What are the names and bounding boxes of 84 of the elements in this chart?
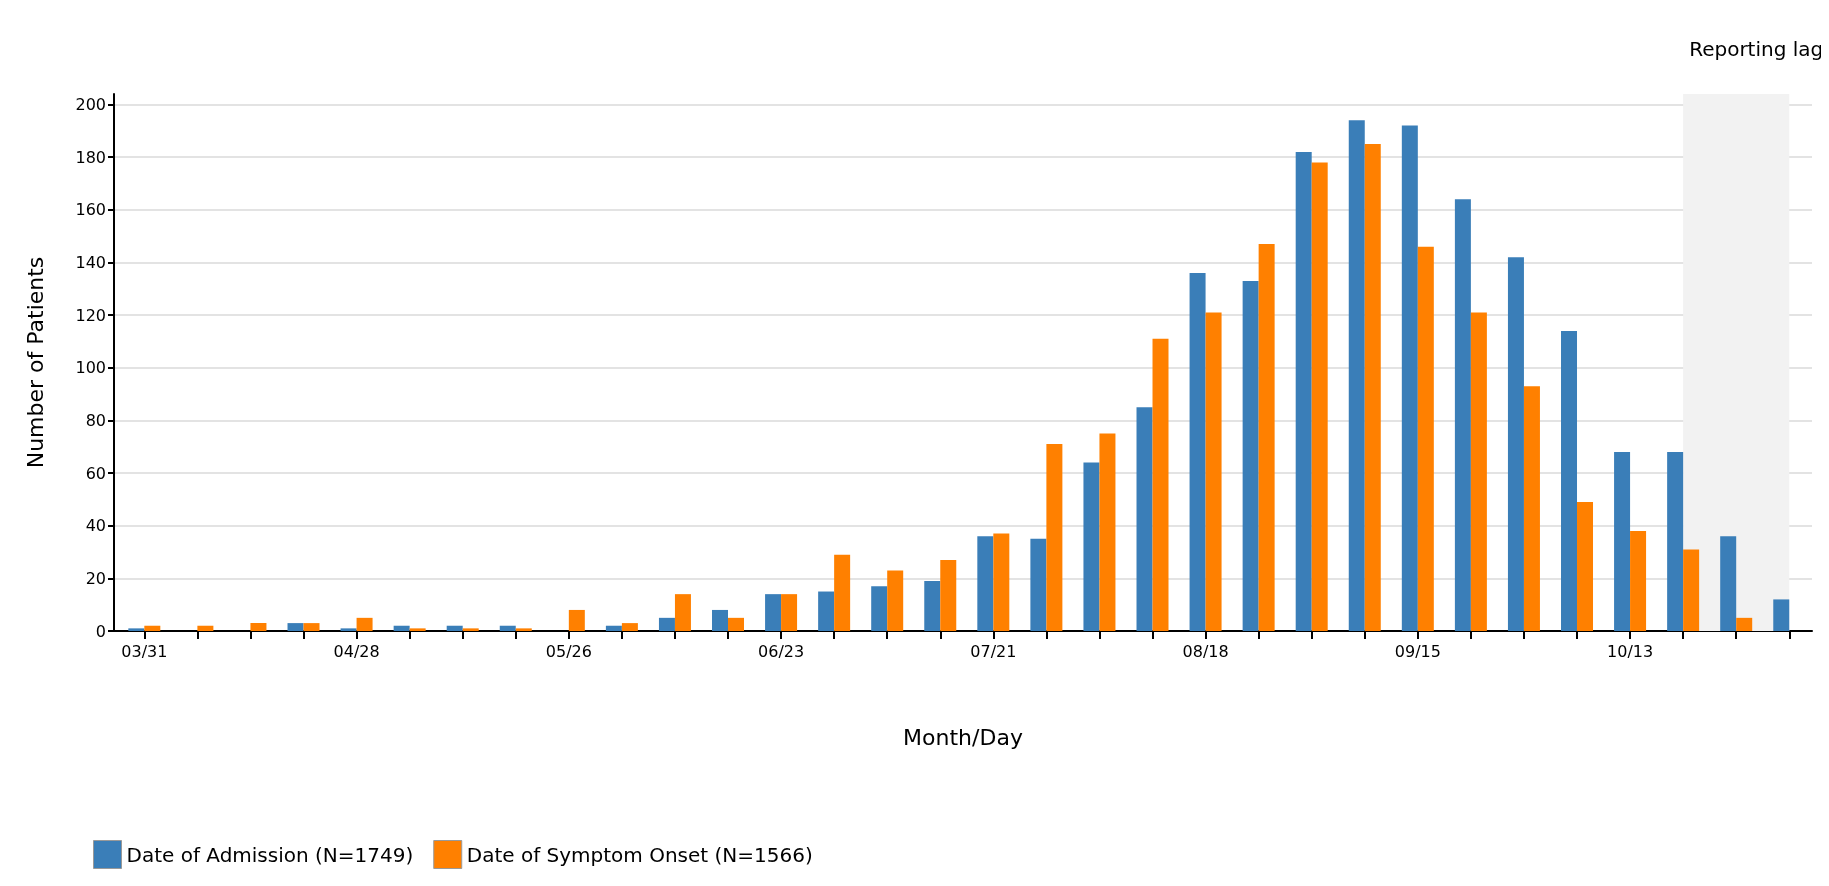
bar xyxy=(1454,199,1471,631)
legend-label: Date of Symptom Onset (N=1566) xyxy=(466,842,813,867)
bar xyxy=(674,594,691,631)
bar xyxy=(197,625,214,631)
bar xyxy=(1136,407,1153,631)
bar xyxy=(977,536,994,631)
bar xyxy=(1364,144,1381,631)
bar xyxy=(1417,246,1434,631)
bar xyxy=(446,625,463,631)
x-axis-title: Month/Day xyxy=(903,724,1023,750)
y-axis-title: Number of Patients xyxy=(22,256,48,469)
bar xyxy=(1667,452,1684,631)
bar xyxy=(658,617,675,631)
x-tick-label: 09/15 xyxy=(1394,641,1441,661)
bar xyxy=(1561,330,1578,631)
bar xyxy=(340,628,357,631)
y-tick-label: 40 xyxy=(85,516,106,536)
bar xyxy=(1311,162,1328,631)
bar xyxy=(462,628,479,631)
bar xyxy=(128,628,145,631)
bar xyxy=(712,609,729,631)
bar xyxy=(1736,617,1753,631)
legend-label: Date of Admission (N=1749) xyxy=(126,842,414,867)
bar xyxy=(1295,151,1312,631)
y-tick-label: 0 xyxy=(95,621,106,641)
bar xyxy=(1242,280,1259,631)
bar xyxy=(287,623,304,631)
bar xyxy=(1030,538,1047,631)
y-tick-label: 80 xyxy=(85,410,106,430)
x-tick-label: 07/21 xyxy=(970,641,1017,661)
y-tick-label: 140 xyxy=(75,252,106,272)
bar xyxy=(993,533,1010,631)
y-tick-label: 100 xyxy=(75,358,106,378)
y-tick-label: 60 xyxy=(85,463,106,483)
x-tick-label: 03/31 xyxy=(121,641,168,661)
bar xyxy=(250,623,267,631)
y-tick-label: 200 xyxy=(75,95,106,115)
bar xyxy=(1720,536,1737,631)
bar xyxy=(1205,312,1222,631)
bar xyxy=(1470,312,1487,631)
bar xyxy=(393,625,410,631)
bar xyxy=(499,625,516,631)
bar xyxy=(1614,452,1631,631)
x-tick-label: 08/18 xyxy=(1182,641,1229,661)
bar xyxy=(409,628,426,631)
bar xyxy=(1152,338,1169,631)
y-tick-label: 20 xyxy=(85,568,106,588)
bar xyxy=(568,609,585,631)
x-tick-label: 04/28 xyxy=(333,641,380,661)
bar xyxy=(1773,599,1790,631)
bar xyxy=(605,625,622,631)
bar xyxy=(924,580,941,631)
bar xyxy=(303,623,320,631)
y-tick-label: 160 xyxy=(75,200,106,220)
bar xyxy=(781,594,798,631)
bar xyxy=(1348,120,1365,631)
bar xyxy=(1189,273,1206,631)
bar xyxy=(1507,257,1524,631)
bar xyxy=(1523,386,1540,631)
bar xyxy=(1099,433,1116,631)
bar xyxy=(1258,244,1275,631)
y-tick-label: 180 xyxy=(75,147,106,167)
bar xyxy=(356,617,373,631)
bar xyxy=(728,617,745,631)
band-label: Reporting lag xyxy=(1689,37,1824,61)
bar xyxy=(1401,125,1418,631)
bar xyxy=(834,554,851,631)
bar xyxy=(1630,530,1647,631)
bar xyxy=(1683,549,1700,631)
x-tick-label: 05/26 xyxy=(545,641,592,661)
bar xyxy=(621,623,638,631)
y-tick-label: 120 xyxy=(75,305,106,325)
bar xyxy=(144,625,161,631)
x-tick-label: 06/23 xyxy=(758,641,805,661)
bar xyxy=(765,594,782,631)
bar xyxy=(1046,444,1063,631)
bar xyxy=(1577,502,1594,631)
bar xyxy=(940,559,957,631)
bar xyxy=(887,570,904,631)
bar xyxy=(871,586,888,631)
bar xyxy=(515,628,532,631)
bar xyxy=(1083,462,1100,631)
x-tick-label: 10/13 xyxy=(1607,641,1654,661)
bar xyxy=(818,591,835,631)
